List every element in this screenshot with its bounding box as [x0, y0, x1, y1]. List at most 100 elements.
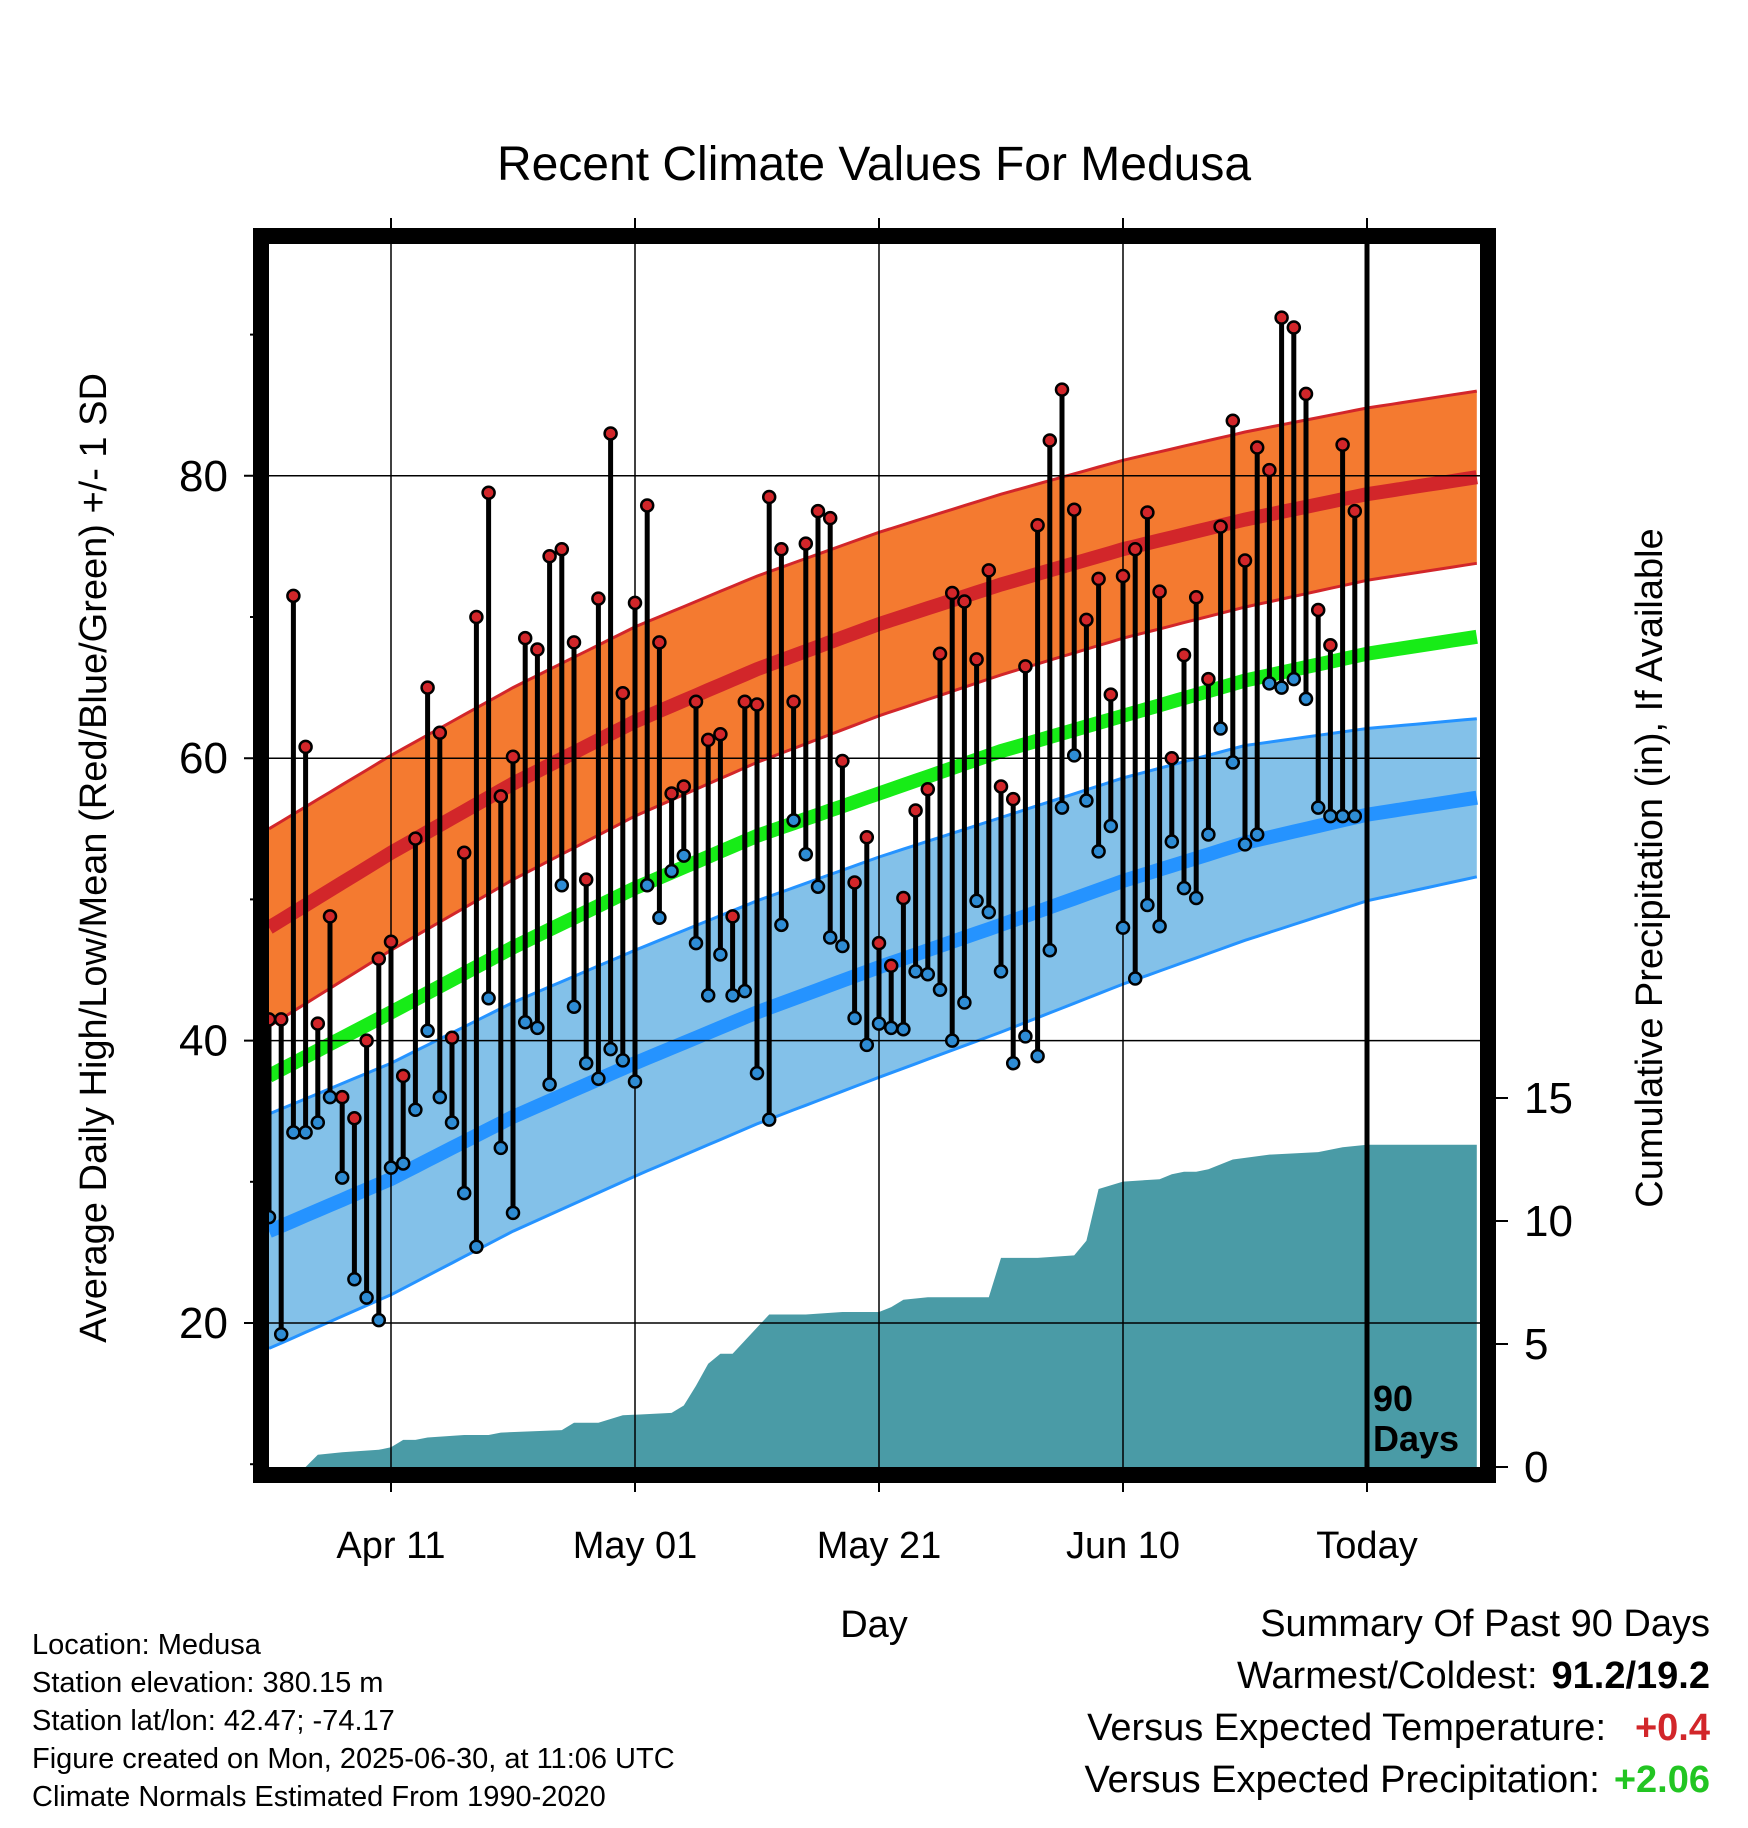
daily-high-point: [469, 609, 484, 625]
daily-low-point: [1054, 800, 1070, 815]
daily-low-point: [1310, 800, 1326, 815]
daily-high-point: [1115, 568, 1131, 584]
normal-bands-layer: [269, 389, 1478, 1350]
y-left-tick-label: 20: [179, 1299, 228, 1348]
daily-high-point: [1298, 386, 1314, 402]
today-days-label-word: Days: [1373, 1418, 1459, 1459]
daily-high-point: [273, 1012, 289, 1027]
daily-low-point: [810, 879, 826, 894]
daily-values-layer: [261, 244, 1370, 1467]
daily-high-point: [1103, 687, 1119, 702]
daily-low-point: [908, 964, 923, 979]
daily-low-point: [408, 1102, 423, 1118]
normal-high-line: [269, 470, 1478, 934]
info-elevation: Station elevation: 380.15 m: [32, 1667, 384, 1699]
daily-high-point: [347, 1111, 362, 1126]
daily-low-point: [639, 878, 655, 893]
daily-low-point: [871, 1016, 887, 1031]
daily-high-point: [481, 485, 496, 500]
daily-low-point: [371, 1312, 387, 1328]
daily-high-point: [1054, 382, 1070, 397]
daily-high-point: [957, 594, 972, 609]
summary-warmest-row: Warmest/Coldest: 91.2/19.2: [1084, 1650, 1710, 1702]
daily-low-point: [432, 1089, 448, 1105]
daily-high-point: [505, 749, 521, 765]
info-location: Location: Medusa: [32, 1629, 261, 1661]
daily-low-point: [1176, 880, 1192, 896]
daily-low-point: [322, 1089, 338, 1105]
daily-low-point: [713, 947, 728, 962]
daily-high-point: [1030, 517, 1045, 533]
daily-low-point: [1237, 837, 1253, 852]
daily-high-point: [322, 909, 338, 924]
daily-high-point: [530, 642, 545, 657]
daily-low-point: [1091, 844, 1106, 859]
summary-temp-row: Versus Expected Temperature: +0.4: [1084, 1702, 1710, 1754]
daily-high-point: [798, 536, 814, 551]
daily-low-point: [932, 982, 948, 998]
daily-high-point: [1323, 637, 1338, 653]
daily-low-point: [1164, 834, 1180, 849]
daily-high-point: [688, 694, 704, 709]
y-left-tick-label: 60: [179, 734, 228, 783]
daily-low-point: [505, 1205, 521, 1221]
daily-low-point: [993, 964, 1009, 979]
daily-low-point: [761, 1112, 777, 1127]
daily-high-point: [1286, 320, 1302, 335]
daily-high-point: [1164, 750, 1180, 766]
summary-precip-label: Versus Expected Precipitation:: [1084, 1759, 1600, 1801]
info-latlon: Station lat/lon: 42.47; -74.17: [32, 1705, 395, 1737]
daily-low-point: [1018, 1029, 1033, 1044]
high-sd-band-lower-edge: [269, 561, 1478, 1028]
daily-high-point: [981, 563, 997, 578]
daily-low-point: [1262, 676, 1277, 691]
daily-low-point: [1152, 918, 1167, 934]
daily-high-point: [652, 635, 667, 650]
daily-high-point: [713, 726, 728, 742]
daily-low-point: [286, 1125, 301, 1140]
daily-high-point: [1018, 659, 1033, 674]
daily-high-point: [932, 646, 948, 661]
daily-low-point: [310, 1115, 326, 1130]
daily-low-point: [737, 983, 753, 999]
daily-low-point: [1323, 808, 1338, 824]
daily-high-point: [944, 585, 960, 601]
daily-low-point: [688, 935, 704, 951]
summary-panel: Summary Of Past 90 Days Warmest/Coldest:…: [1084, 1598, 1710, 1806]
daily-low-point: [444, 1115, 460, 1130]
low-sd-band-lower-edge: [269, 875, 1478, 1350]
daily-low-point: [1286, 671, 1302, 687]
daily-high-point: [1262, 462, 1277, 478]
daily-low-point: [822, 930, 838, 945]
daily-low-point: [1225, 755, 1241, 770]
summary-temp-value: +0.4: [1634, 1707, 1710, 1749]
daily-low-point: [542, 1077, 557, 1092]
daily-high-point: [835, 753, 850, 769]
daily-low-point: [627, 1074, 643, 1089]
y-axis-left-title: Average Daily High/Low/Mean (Red/Blue/Gr…: [73, 373, 115, 1343]
daily-high-point: [676, 779, 692, 794]
daily-high-point: [1066, 502, 1082, 517]
daily-low-point: [1347, 808, 1363, 824]
daily-low-point: [530, 1020, 545, 1036]
daily-low-point: [1079, 793, 1094, 808]
daily-high-point: [1091, 571, 1106, 587]
daily-low-point: [1066, 748, 1082, 763]
daily-low-point: [798, 846, 814, 862]
daily-high-point: [1213, 519, 1228, 534]
daily-low-point: [676, 848, 692, 863]
y-left-tick-label: 40: [179, 1017, 228, 1066]
daily-high-point: [591, 591, 606, 606]
daily-low-point: [1127, 971, 1143, 986]
normal-low-line: [269, 790, 1478, 1238]
daily-low-point: [1298, 691, 1314, 707]
daily-high-point: [1201, 671, 1216, 687]
daily-high-point: [1140, 505, 1155, 520]
daily-high-point: [395, 1068, 411, 1084]
daily-high-point: [359, 1033, 374, 1048]
daily-low-point: [1030, 1048, 1045, 1064]
daily-low-point: [944, 1033, 960, 1048]
daily-high-point: [1225, 413, 1241, 428]
daily-high-point: [1274, 310, 1289, 325]
normal-mean-line: [269, 629, 1478, 1083]
